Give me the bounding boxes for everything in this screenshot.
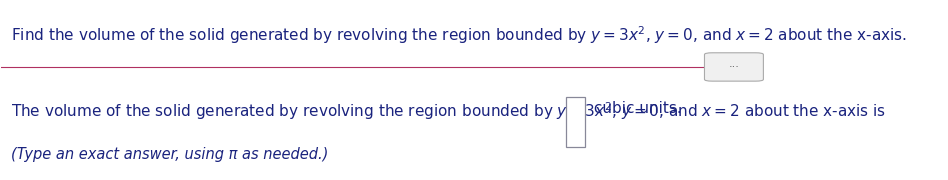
Text: Find the volume of the solid generated by revolving the region bounded by $y = 3: Find the volume of the solid generated b… [10,24,906,46]
Text: ···: ··· [728,62,739,72]
FancyBboxPatch shape [704,53,763,81]
Text: The volume of the solid generated by revolving the region bounded by $y = 3x^2$,: The volume of the solid generated by rev… [10,101,885,122]
Text: cubic units.: cubic units. [589,101,682,116]
Text: (Type an exact answer, using π as needed.): (Type an exact answer, using π as needed… [10,147,328,162]
FancyBboxPatch shape [566,97,585,147]
